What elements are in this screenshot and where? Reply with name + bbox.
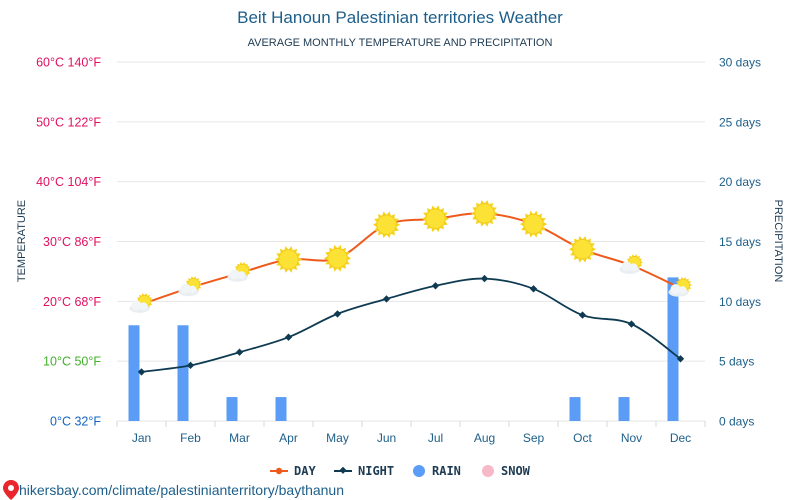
x-tick-label: Feb <box>180 431 201 445</box>
right-tick-label: 10 days <box>719 295 761 309</box>
night-data-point <box>137 368 146 376</box>
source-url-link[interactable]: hikersbay.com/climate/palestinianterrito… <box>19 482 344 498</box>
legend-snow-label: SNOW <box>501 464 531 478</box>
legend-rain-swatch <box>413 465 425 477</box>
right-tick-label: 25 days <box>719 115 761 129</box>
rain-bars <box>128 277 679 421</box>
legend-item-night[interactable]: NIGHT <box>334 464 394 478</box>
partly-cloudy-icon <box>178 276 202 297</box>
sun-icon <box>470 200 499 227</box>
sun-icon <box>372 211 401 239</box>
legend-item-rain[interactable]: RAIN <box>413 464 461 478</box>
night-data-point <box>529 285 538 293</box>
weather-icons <box>129 200 692 313</box>
right-tick-label: 20 days <box>719 175 761 189</box>
x-tick-label: Apr <box>279 431 298 445</box>
legend-day-label: DAY <box>294 464 316 478</box>
night-data-point <box>333 310 342 318</box>
sun-icon <box>421 205 450 233</box>
x-tick-label: Dec <box>670 431 691 445</box>
right-tick-label: 30 days <box>719 56 761 70</box>
legend: DAY NIGHT RAIN SNOW <box>270 464 531 478</box>
rain-bar <box>128 325 140 421</box>
legend-item-snow[interactable]: SNOW <box>482 464 531 478</box>
left-tick-label: 20°C 68°F <box>43 295 101 309</box>
x-tick-label: Mar <box>229 431 250 445</box>
night-data-point <box>627 320 636 328</box>
chart-title: Beit Hanoun Palestinian territories Weat… <box>237 8 563 27</box>
sun-icon <box>519 210 548 238</box>
left-axis-label: TEMPERATURE <box>16 200 28 282</box>
rain-bar <box>177 325 189 421</box>
night-data-point <box>382 295 391 303</box>
grid-lines <box>117 61 705 422</box>
left-tick-label: 10°C 50°F <box>43 355 101 369</box>
temperature-lines <box>137 212 685 376</box>
night-data-point <box>480 274 489 283</box>
x-tick-label: Aug <box>474 431 495 445</box>
left-tick-label: 30°C 86°F <box>43 235 101 249</box>
day-temperature-line <box>141 212 681 306</box>
left-axis-ticks: 0°C 32°F 10°C 50°F 20°C 68°F 30°C 86°F 40°C … <box>36 56 101 429</box>
chart-subtitle: AVERAGE MONTHLY TEMPERATURE AND PRECIPIT… <box>248 37 553 49</box>
left-tick-label: 50°C 122°F <box>36 115 101 129</box>
legend-rain-label: RAIN <box>432 464 461 478</box>
night-data-point <box>578 311 587 319</box>
x-tick-label: Sep <box>523 431 545 445</box>
rain-bar <box>275 397 287 421</box>
legend-night-label: NIGHT <box>358 464 394 478</box>
night-data-point <box>235 348 244 356</box>
night-data-point <box>186 361 195 370</box>
night-data-point <box>676 355 685 363</box>
map-pin-icon <box>3 480 19 500</box>
right-tick-label: 15 days <box>719 235 761 249</box>
night-temperature-line <box>141 277 682 373</box>
right-axis-ticks: 0 days 5 days 10 days 15 days 20 days 25 days… <box>719 56 761 429</box>
partly-cloudy-icon <box>668 276 692 297</box>
left-tick-label: 60°C 140°F <box>36 56 101 70</box>
x-tick-label: Jul <box>428 431 443 445</box>
x-tick-label: May <box>326 431 349 445</box>
sun-icon <box>274 246 303 273</box>
right-axis-label: PRECIPITATION <box>772 200 784 283</box>
partly-cloudy-icon <box>129 293 153 313</box>
partly-cloudy-icon <box>227 262 251 282</box>
rain-bar <box>618 397 630 421</box>
left-tick-label: 40°C 104°F <box>36 175 101 189</box>
footer: hikersbay.com/climate/palestinianterrito… <box>3 480 344 500</box>
legend-snow-swatch <box>482 465 494 477</box>
left-tick-label: 0°C 32°F <box>50 415 101 429</box>
x-tick-label: Jan <box>132 431 151 445</box>
legend-day-swatch-dot <box>275 467 283 475</box>
legend-item-day[interactable]: DAY <box>270 464 316 478</box>
night-data-point <box>431 282 440 290</box>
sun-icon <box>568 236 597 263</box>
x-tick-label: Nov <box>621 431 642 445</box>
legend-night-swatch-dot <box>339 466 347 474</box>
x-tick-label: Oct <box>573 431 592 445</box>
partly-cloudy-icon <box>619 254 643 274</box>
rain-bar <box>569 397 581 421</box>
sun-icon <box>323 244 352 272</box>
rain-bar <box>226 397 238 421</box>
x-axis-ticks: Jan Feb Mar Apr May Jun Jul Aug Sep Oct Nov Dec <box>116 421 706 445</box>
right-tick-label: 5 days <box>719 355 754 369</box>
right-tick-label: 0 days <box>719 415 754 429</box>
rain-bar <box>667 277 679 421</box>
night-data-point <box>284 333 293 341</box>
x-tick-label: Jun <box>377 431 396 445</box>
